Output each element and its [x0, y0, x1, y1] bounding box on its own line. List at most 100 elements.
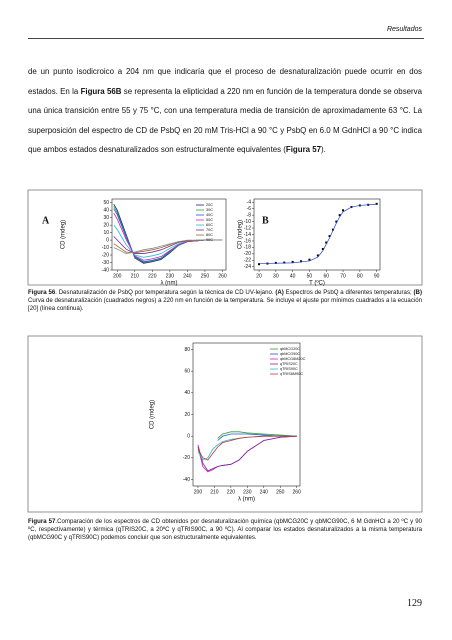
y-tick-label: 60 [184, 368, 190, 374]
figure-frame [27, 189, 423, 286]
bold-text: (A) [275, 289, 284, 296]
y-tick-label: -16 [244, 238, 251, 244]
legend-label: 80C [206, 233, 213, 237]
series-line [197, 435, 297, 461]
running-header: Resultados [386, 26, 422, 33]
bold-text: Figura 56B [80, 86, 122, 96]
legend-label: 70C [206, 228, 213, 232]
data-point [300, 260, 303, 263]
panel-label: A [42, 215, 50, 226]
x-tick-label: 40 [290, 273, 296, 279]
x-tick-label: 210 [131, 273, 140, 279]
y-tick-label: 40 [103, 208, 109, 214]
y-tick-label: -20 [102, 252, 109, 258]
legend-label: qTRIS6M90C [280, 372, 303, 376]
figure-caption: Figura 56. Desnaturalización de PsbQ por… [28, 289, 422, 314]
y-tick-label: -10 [244, 219, 251, 225]
series-line [113, 239, 223, 254]
x-tick-label: 230 [166, 273, 175, 279]
x-tick-label: 250 [276, 489, 285, 495]
series-line [113, 239, 223, 254]
x-tick-label: 50 [307, 273, 313, 279]
x-axis-label: λ (nm) [161, 281, 178, 287]
series-line [197, 435, 297, 472]
data-point [325, 241, 328, 244]
y-tick-label: 40 [184, 390, 190, 396]
text-run: Curva de desnaturalización (cuadrados ne… [28, 297, 422, 313]
bold-text: Figura 56 [28, 289, 56, 296]
legend-label: qbMCG90C [280, 352, 300, 356]
y-tick-label: -8 [247, 212, 252, 218]
x-tick-label: 60 [323, 273, 329, 279]
plot-frame [253, 198, 381, 271]
legend-label: 30C [206, 208, 213, 212]
plot-frame [111, 198, 227, 271]
x-tick-label: 260 [218, 273, 227, 279]
y-tick-label: -30 [102, 260, 109, 266]
x-tick-label: 260 [293, 489, 302, 495]
y-tick-label: -20 [244, 251, 251, 257]
header-rule [28, 38, 424, 39]
data-point [283, 261, 286, 264]
bold-text: (B) [413, 289, 422, 296]
y-tick-label: 20 [184, 412, 190, 418]
data-point [258, 263, 261, 266]
text-run: se representa la elipticidad a 220 nm en… [28, 86, 422, 155]
data-point [308, 258, 311, 261]
x-tick-label: 250 [201, 273, 210, 279]
y-tick-label: -4 [247, 200, 252, 206]
data-point [321, 248, 324, 251]
text-run: .Comparación de los espectros de CD obte… [28, 518, 423, 542]
y-tick-label: -22 [244, 258, 251, 264]
x-tick-label: 240 [260, 489, 269, 495]
y-tick-label: 80 [184, 347, 190, 353]
y-tick-label: -24 [244, 264, 251, 270]
page-number: 129 [407, 598, 422, 609]
y-tick-label: 0 [187, 433, 190, 439]
data-point [338, 214, 341, 217]
legend-label: qTRIS20C [280, 362, 298, 366]
x-axis-label: T (ºC) [309, 280, 325, 287]
y-axis-label: CD (mdeg) [238, 220, 244, 249]
y-tick-label: 10 [103, 230, 109, 236]
y-tick-label: 50 [103, 200, 109, 206]
data-point [291, 260, 294, 263]
y-tick-label: -14 [244, 232, 251, 238]
data-point [375, 202, 378, 205]
figure-caption: Figura 57.Comparación de los espectros d… [28, 518, 422, 543]
legend-label: 50C [206, 218, 213, 222]
x-tick-label: 200 [194, 489, 203, 495]
x-tick-label: 230 [243, 489, 252, 495]
text-run: . Desnaturalización de PsbQ por temperat… [55, 289, 276, 296]
y-tick-label: -18 [244, 245, 251, 251]
legend-label: 20C [206, 203, 213, 207]
y-tick-label: -20 [183, 455, 190, 461]
y-tick-label: 20 [103, 222, 109, 228]
x-tick-label: 20 [256, 273, 262, 279]
x-tick-label: 90 [374, 273, 380, 279]
data-point [316, 254, 319, 257]
x-tick-label: 210 [210, 489, 219, 495]
data-point [331, 228, 334, 231]
legend-label: 40C [206, 213, 213, 217]
legend-label: qbMCG6M20C [280, 357, 306, 361]
x-tick-label: 220 [227, 489, 236, 495]
x-tick-label: 220 [148, 273, 157, 279]
fit-line [259, 203, 377, 264]
series-line [113, 212, 223, 261]
y-tick-label: -40 [102, 267, 109, 273]
legend-label: qbMCG20C [280, 347, 300, 351]
panel-label: B [262, 215, 269, 226]
x-tick-label: 30 [273, 273, 279, 279]
y-tick-label: -10 [102, 245, 109, 251]
legend-label: 90C [206, 238, 213, 242]
data-point [342, 209, 345, 212]
y-tick-label: -12 [244, 225, 251, 231]
x-tick-label: 80 [357, 273, 363, 279]
series-line [197, 435, 297, 461]
legend-label: qTRIS90C [280, 367, 298, 371]
y-axis-label: CD (mdeg) [61, 220, 67, 249]
bold-text: Figura 57 [285, 145, 322, 155]
series-line [217, 431, 297, 439]
